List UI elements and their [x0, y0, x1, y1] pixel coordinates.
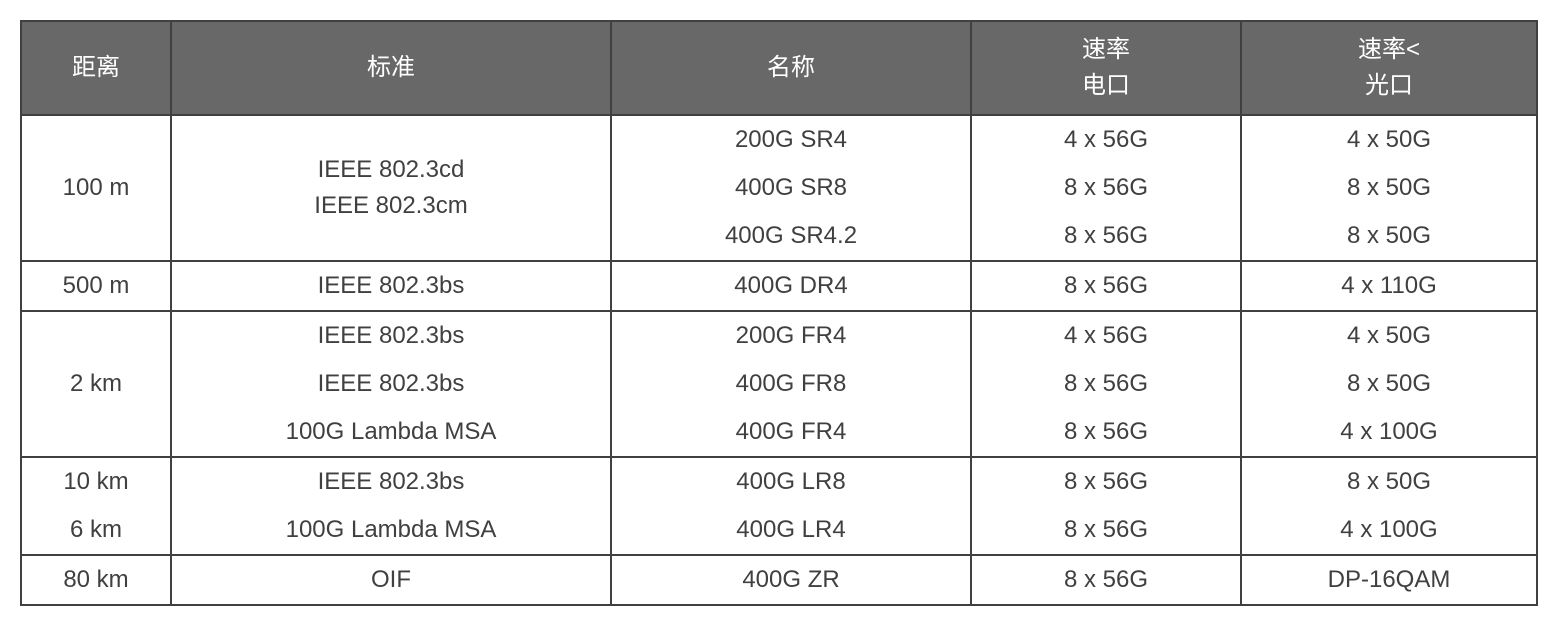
- cell-rate-elec: 8 x 56G: [971, 164, 1241, 212]
- col-header-rate-elec-l1: 速率: [976, 32, 1236, 68]
- col-header-rate-elec-l2: 电口: [976, 68, 1236, 104]
- cell-distance: [21, 408, 171, 457]
- cell-standard: IEEE 802.3bs: [171, 360, 611, 408]
- cell-rate-opt: 4 x 50G: [1241, 115, 1537, 164]
- table-row: 100G Lambda MSA 400G FR4 8 x 56G 4 x 100…: [21, 408, 1537, 457]
- cell-standard: IEEE 802.3cd IEEE 802.3cm: [171, 115, 611, 261]
- cell-rate-opt: DP-16QAM: [1241, 555, 1537, 605]
- cell-rate-elec: 8 x 56G: [971, 408, 1241, 457]
- cell-rate-elec: 8 x 56G: [971, 212, 1241, 261]
- cell-distance: [21, 311, 171, 360]
- cell-standard: OIF: [171, 555, 611, 605]
- cell-distance: 6 km: [21, 506, 171, 555]
- table-row: 80 km OIF 400G ZR 8 x 56G DP-16QAM: [21, 555, 1537, 605]
- cell-rate-elec: 8 x 56G: [971, 261, 1241, 311]
- cell-rate-elec: 8 x 56G: [971, 506, 1241, 555]
- table-row: 6 km 100G Lambda MSA 400G LR4 8 x 56G 4 …: [21, 506, 1537, 555]
- standards-table: 距离 标准 名称 速率 电口 速率< 光口 100 m IEEE 802.3cd…: [20, 20, 1538, 606]
- cell-rate-opt: 8 x 50G: [1241, 212, 1537, 261]
- cell-rate-elec: 8 x 56G: [971, 555, 1241, 605]
- cell-rate-opt: 8 x 50G: [1241, 360, 1537, 408]
- col-header-rate-elec: 速率 电口: [971, 21, 1241, 115]
- cell-rate-opt: 8 x 50G: [1241, 164, 1537, 212]
- cell-name: 400G LR8: [611, 457, 971, 506]
- table-row: 100 m IEEE 802.3cd IEEE 802.3cm 200G SR4…: [21, 115, 1537, 164]
- cell-name: 400G LR4: [611, 506, 971, 555]
- cell-rate-opt: 8 x 50G: [1241, 457, 1537, 506]
- cell-name: 400G FR8: [611, 360, 971, 408]
- cell-standard: 100G Lambda MSA: [171, 408, 611, 457]
- cell-rate-elec: 4 x 56G: [971, 115, 1241, 164]
- cell-distance: 500 m: [21, 261, 171, 311]
- cell-rate-opt: 4 x 50G: [1241, 311, 1537, 360]
- cell-rate-opt: 4 x 110G: [1241, 261, 1537, 311]
- col-header-rate-opt: 速率< 光口: [1241, 21, 1537, 115]
- col-header-rate-opt-l1: 速率<: [1246, 32, 1532, 68]
- cell-rate-elec: 8 x 56G: [971, 457, 1241, 506]
- cell-name: 200G FR4: [611, 311, 971, 360]
- table-header-row: 距离 标准 名称 速率 电口 速率< 光口: [21, 21, 1537, 115]
- col-header-standard: 标准: [171, 21, 611, 115]
- cell-name: 400G SR8: [611, 164, 971, 212]
- cell-name: 200G SR4: [611, 115, 971, 164]
- cell-standard-line: IEEE 802.3cd: [176, 152, 606, 188]
- table-row: IEEE 802.3bs 200G FR4 4 x 56G 4 x 50G: [21, 311, 1537, 360]
- cell-rate-opt: 4 x 100G: [1241, 506, 1537, 555]
- table-row: 2 km IEEE 802.3bs 400G FR8 8 x 56G 8 x 5…: [21, 360, 1537, 408]
- col-header-name: 名称: [611, 21, 971, 115]
- cell-distance: 100 m: [21, 115, 171, 261]
- cell-name: 400G FR4: [611, 408, 971, 457]
- cell-standard-line: IEEE 802.3cm: [176, 188, 606, 224]
- cell-standard: IEEE 802.3bs: [171, 261, 611, 311]
- cell-distance: 2 km: [21, 360, 171, 408]
- cell-rate-elec: 4 x 56G: [971, 311, 1241, 360]
- cell-standard: IEEE 802.3bs: [171, 311, 611, 360]
- cell-rate-opt: 4 x 100G: [1241, 408, 1537, 457]
- cell-distance: 10 km: [21, 457, 171, 506]
- cell-name: 400G DR4: [611, 261, 971, 311]
- cell-name: 400G ZR: [611, 555, 971, 605]
- cell-name: 400G SR4.2: [611, 212, 971, 261]
- cell-standard: IEEE 802.3bs: [171, 457, 611, 506]
- cell-standard: 100G Lambda MSA: [171, 506, 611, 555]
- cell-rate-elec: 8 x 56G: [971, 360, 1241, 408]
- table-row: 500 m IEEE 802.3bs 400G DR4 8 x 56G 4 x …: [21, 261, 1537, 311]
- col-header-distance: 距离: [21, 21, 171, 115]
- standards-table-container: 距离 标准 名称 速率 电口 速率< 光口 100 m IEEE 802.3cd…: [20, 20, 1536, 606]
- table-row: 10 km IEEE 802.3bs 400G LR8 8 x 56G 8 x …: [21, 457, 1537, 506]
- col-header-rate-opt-l2: 光口: [1246, 68, 1532, 104]
- cell-distance: 80 km: [21, 555, 171, 605]
